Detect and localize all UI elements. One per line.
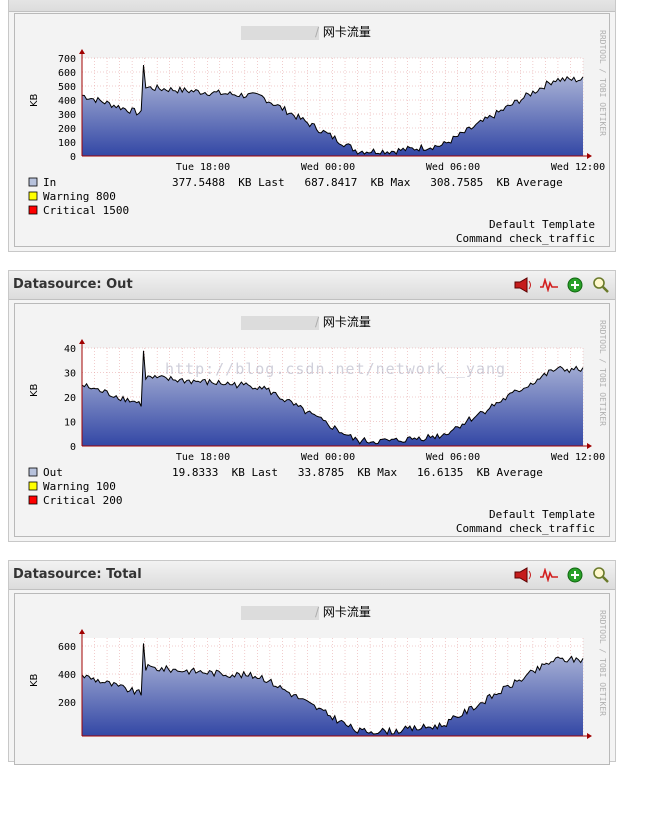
graph-footer-line: Command check_traffic: [456, 522, 595, 535]
legend-stats: 19.8333 KB Last 33.8785 KB Max 16.6135 K…: [172, 466, 543, 479]
y-axis-label: KB: [29, 383, 40, 397]
x-tick-label: Tue 18:00: [176, 452, 230, 463]
y-tick-label: 300: [58, 110, 76, 121]
y-axis-arrow: [79, 339, 85, 344]
legend-stats: 377.5488 KB Last 687.8417 KB Max 308.758…: [172, 176, 563, 189]
alert-speaker-icon[interactable]: [513, 276, 533, 294]
zoom-magnifier-icon[interactable]: [591, 276, 611, 294]
panel-header: Datasource: Total: [9, 561, 615, 590]
y-tick-label: 200: [58, 698, 76, 709]
traffic-line: [81, 350, 584, 445]
graph-box: / 网卡流量 RRDTOOL / TOBI OETIKER KB 700 600 500 4…: [14, 13, 610, 247]
y-tick-label: 0: [70, 152, 76, 163]
panel-actions: [513, 276, 611, 294]
graph-title: / 网卡流量: [315, 315, 371, 329]
add-plus-icon[interactable]: [565, 276, 585, 294]
traffic-graph[interactable]: / 网卡流量 RRDTOOL / TOBI OETIKER KB 600 400 200: [15, 594, 609, 826]
legend-name: Critical 200: [43, 494, 122, 507]
hostname-blur: [241, 316, 319, 330]
panel-actions: [513, 566, 611, 584]
y-axis-label: KB: [29, 673, 40, 687]
traffic-graph[interactable]: / 网卡流量 RRDTOOL / TOBI OETIKER KB 700 600 500 4…: [15, 14, 609, 246]
y-tick-label: 400: [58, 670, 76, 681]
panel-total: Datasource: Total / 网卡流量 RRDTOOL / TOBI O…: [8, 560, 616, 765]
y-tick-label: 600: [58, 68, 76, 79]
y-axis-label: KB: [29, 93, 40, 107]
hostname-blur: [241, 26, 319, 40]
panel-title: Datasource: Out: [13, 277, 133, 292]
traffic-graph[interactable]: / 网卡流量 RRDTOOL / TOBI OETIKER KB 40 30 20 10 0 T…: [15, 304, 609, 536]
rrdtool-credit: RRDTOOL / TOBI OETIKER: [598, 30, 607, 136]
graph-wave-icon[interactable]: [539, 566, 559, 584]
y-tick-label: 100: [58, 138, 76, 149]
traffic-area: [82, 350, 583, 446]
x-tick-label: Wed 12:00: [551, 162, 605, 173]
legend-name: Out: [43, 466, 63, 479]
y-tick-label: 0: [70, 442, 76, 453]
traffic-area: [82, 65, 583, 156]
panel-title: Datasource: Total: [13, 567, 142, 582]
graph-box: / 网卡流量 RRDTOOL / TOBI OETIKER KB 40 30 20 10 0 T…: [14, 303, 610, 537]
x-axis-arrow: [587, 733, 592, 739]
panel-out: Datasource: Out / 网卡流量 RRDTOOL / TOBI OET…: [8, 270, 616, 542]
x-tick-label: Wed 06:00: [426, 162, 480, 173]
y-tick-label: 20: [64, 393, 76, 404]
y-tick-label: 10: [64, 418, 76, 429]
graph-footer-line: Default Template: [489, 508, 595, 521]
add-plus-icon[interactable]: [565, 566, 585, 584]
x-tick-label: Wed 00:00: [301, 162, 355, 173]
y-tick-label: 400: [58, 96, 76, 107]
x-tick-label: Wed 12:00: [551, 452, 605, 463]
graph-wave-icon[interactable]: [539, 276, 559, 294]
x-tick-label: Tue 18:00: [176, 162, 230, 173]
graph-title: / 网卡流量: [315, 25, 371, 39]
y-tick-label: 600: [58, 642, 76, 653]
legend-swatch: [28, 177, 38, 187]
legend-name: Warning 800: [43, 190, 116, 203]
y-tick-label: 700: [58, 54, 76, 65]
panel-in: / 网卡流量 RRDTOOL / TOBI OETIKER KB 700 600 500 4…: [8, 0, 616, 252]
hostname-blur: [241, 606, 319, 620]
legend-name: Warning 100: [43, 480, 116, 493]
graph-footer-line: Command check_traffic: [456, 232, 595, 245]
y-tick-label: 30: [64, 369, 76, 380]
y-tick-label: 500: [58, 82, 76, 93]
x-tick-label: Wed 06:00: [426, 452, 480, 463]
y-tick-label: 40: [64, 344, 76, 355]
legend-swatch: [28, 467, 38, 477]
rrdtool-credit: RRDTOOL / TOBI OETIKER: [598, 610, 607, 716]
traffic-area: [82, 643, 583, 736]
x-tick-label: Wed 00:00: [301, 452, 355, 463]
graph-title: / 网卡流量: [315, 605, 371, 619]
y-tick-label: 200: [58, 124, 76, 135]
legend-swatch: [28, 495, 38, 505]
y-axis-arrow: [79, 629, 85, 634]
y-axis-arrow: [79, 49, 85, 54]
rrdtool-credit: RRDTOOL / TOBI OETIKER: [598, 320, 607, 426]
legend-name: Critical 1500: [43, 204, 129, 217]
legend-swatch: [28, 191, 38, 201]
panel-header: [9, 0, 615, 12]
graph-box: / 网卡流量 RRDTOOL / TOBI OETIKER KB 600 400 200: [14, 593, 610, 765]
graph-footer-line: Default Template: [489, 218, 595, 231]
x-axis-arrow: [587, 443, 592, 449]
legend-name: In: [43, 176, 56, 189]
zoom-magnifier-icon[interactable]: [591, 566, 611, 584]
traffic-line: [81, 64, 584, 155]
panel-header: Datasource: Out: [9, 271, 615, 300]
alert-speaker-icon[interactable]: [513, 566, 533, 584]
legend-swatch: [28, 481, 38, 491]
legend-swatch: [28, 205, 38, 215]
x-axis-arrow: [587, 153, 592, 159]
